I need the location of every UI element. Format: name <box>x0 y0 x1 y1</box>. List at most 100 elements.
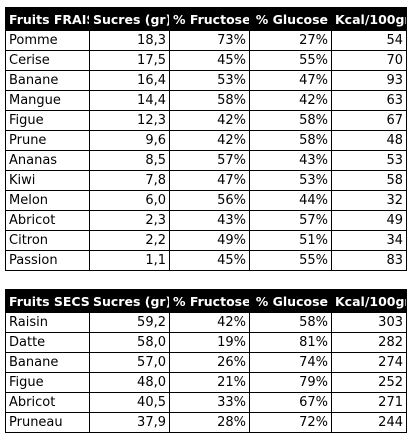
cell-sugar: 1,1 <box>89 250 170 271</box>
dried-fruits-table: Fruits SECS Sucres (gr)% Fructose% Glucos… <box>5 289 407 433</box>
cell-sugar: 14,4 <box>89 90 170 111</box>
cell-fruit: Citron <box>5 230 90 251</box>
cell-glucose: 43% <box>249 150 332 171</box>
cell-fructose: 49% <box>169 230 250 251</box>
cell-kcal: 49 <box>331 210 407 231</box>
column-header-fruit: Fruits SECS <box>5 289 90 313</box>
cell-kcal: 252 <box>331 372 407 393</box>
column-header-kcal: Kcal/100gr <box>331 289 407 313</box>
cell-sugar: 2,2 <box>89 230 170 251</box>
table-row: Mangue 14,4 58% 42% 63 <box>5 90 407 111</box>
column-header-sugar: Sucres (gr) <box>89 7 170 31</box>
cell-sugar: 18,3 <box>89 30 170 51</box>
cell-fruit: Abricot <box>5 210 90 231</box>
cell-fructose: 45% <box>169 250 250 271</box>
cell-fruit: Kiwi <box>5 170 90 191</box>
cell-kcal: 63 <box>331 90 407 111</box>
cell-sugar: 2,3 <box>89 210 170 231</box>
cell-fruit: Datte <box>5 332 90 353</box>
cell-sugar: 58,0 <box>89 332 170 353</box>
cell-sugar: 59,2 <box>89 312 170 333</box>
cell-sugar: 57,0 <box>89 352 170 373</box>
cell-glucose: 53% <box>249 170 332 191</box>
cell-sugar: 8,5 <box>89 150 170 171</box>
fresh-fruits-header: Fruits FRAIS Sucres (gr)% Fructose% Gluco… <box>5 7 407 31</box>
cell-fruit: Banane <box>5 70 90 91</box>
cell-fructose: 42% <box>169 110 250 131</box>
cell-kcal: 48 <box>331 130 407 151</box>
cell-sugar: 7,8 <box>89 170 170 191</box>
cell-glucose: 79% <box>249 372 332 393</box>
cell-fruit: Prune <box>5 130 90 151</box>
cell-sugar: 17,5 <box>89 50 170 71</box>
column-header-glucose: % Glucose <box>249 7 332 31</box>
table-row: Datte 58,0 19% 81% 282 <box>5 332 407 353</box>
cell-glucose: 58% <box>249 130 332 151</box>
cell-glucose: 72% <box>249 412 332 433</box>
cell-glucose: 58% <box>249 110 332 131</box>
cell-sugar: 9,6 <box>89 130 170 151</box>
cell-glucose: 57% <box>249 210 332 231</box>
cell-fruit: Raisin <box>5 312 90 333</box>
table-row: Figue 12,3 42% 58% 67 <box>5 110 407 131</box>
table-row: Pruneau 37,9 28% 72% 244 <box>5 412 407 433</box>
cell-fruit: Abricot <box>5 392 90 413</box>
cell-kcal: 32 <box>331 190 407 211</box>
fresh-fruits-body: Pomme 18,3 73% 27% 54 Cerise 17,5 45% 55% 70 Banan… <box>5 30 407 271</box>
cell-fruit: Figue <box>5 372 90 393</box>
cell-kcal: 54 <box>331 30 407 51</box>
column-header-fructose: % Fructose <box>169 289 250 313</box>
cell-fructose: 33% <box>169 392 250 413</box>
cell-kcal: 67 <box>331 110 407 131</box>
cell-glucose: 55% <box>249 250 332 271</box>
cell-fructose: 57% <box>169 150 250 171</box>
cell-fruit: Cerise <box>5 50 90 71</box>
fresh-fruits-header-row: Fruits FRAIS Sucres (gr)% Fructose% Gluco… <box>5 7 407 31</box>
cell-glucose: 55% <box>249 50 332 71</box>
cell-kcal: 70 <box>331 50 407 71</box>
dried-fruits-header: Fruits SECS Sucres (gr)% Fructose% Glucos… <box>5 289 407 313</box>
cell-kcal: 244 <box>331 412 407 433</box>
cell-glucose: 67% <box>249 392 332 413</box>
cell-fruit: Melon <box>5 190 90 211</box>
cell-sugar: 40,5 <box>89 392 170 413</box>
fresh-fruits-table: Fruits FRAIS Sucres (gr)% Fructose% Gluco… <box>5 7 407 271</box>
cell-fructose: 28% <box>169 412 250 433</box>
table-row: Cerise 17,5 45% 55% 70 <box>5 50 407 71</box>
cell-fructose: 42% <box>169 312 250 333</box>
cell-fruit: Passion <box>5 250 90 271</box>
column-header-fructose: % Fructose <box>169 7 250 31</box>
cell-glucose: 58% <box>249 312 332 333</box>
cell-fructose: 26% <box>169 352 250 373</box>
table-row: Abricot 40,5 33% 67% 271 <box>5 392 407 413</box>
cell-kcal: 303 <box>331 312 407 333</box>
cell-glucose: 44% <box>249 190 332 211</box>
table-row: Pomme 18,3 73% 27% 54 <box>5 30 407 51</box>
table-row: Abricot 2,3 43% 57% 49 <box>5 210 407 231</box>
cell-fructose: 58% <box>169 90 250 111</box>
cell-kcal: 34 <box>331 230 407 251</box>
cell-fructose: 47% <box>169 170 250 191</box>
table-row: Figue 48,0 21% 79% 252 <box>5 372 407 393</box>
cell-kcal: 93 <box>331 70 407 91</box>
cell-glucose: 47% <box>249 70 332 91</box>
dried-fruits-header-row: Fruits SECS Sucres (gr)% Fructose% Glucos… <box>5 289 407 313</box>
cell-fruit: Figue <box>5 110 90 131</box>
column-header-sugar: Sucres (gr) <box>89 289 170 313</box>
cell-fructose: 73% <box>169 30 250 51</box>
cell-fructose: 42% <box>169 130 250 151</box>
cell-glucose: 51% <box>249 230 332 251</box>
cell-glucose: 74% <box>249 352 332 373</box>
cell-fructose: 19% <box>169 332 250 353</box>
cell-kcal: 58 <box>331 170 407 191</box>
cell-sugar: 37,9 <box>89 412 170 433</box>
cell-fruit: Ananas <box>5 150 90 171</box>
cell-fruit: Pruneau <box>5 412 90 433</box>
table-row: Melon 6,0 56% 44% 32 <box>5 190 407 211</box>
table-row: Kiwi 7,8 47% 53% 58 <box>5 170 407 191</box>
dried-fruits-body: Raisin 59,2 42% 58% 303 Datte 58,0 19% 81% 282 Ban… <box>5 312 407 433</box>
cell-fructose: 21% <box>169 372 250 393</box>
cell-glucose: 27% <box>249 30 332 51</box>
cell-fructose: 56% <box>169 190 250 211</box>
cell-kcal: 282 <box>331 332 407 353</box>
